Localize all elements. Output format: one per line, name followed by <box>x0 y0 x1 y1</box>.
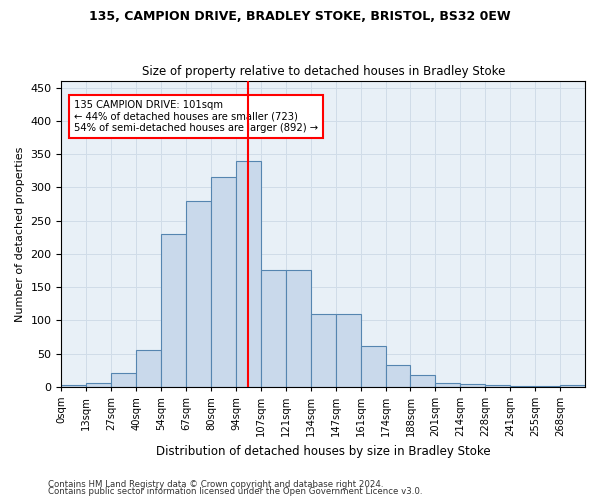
Text: 135, CAMPION DRIVE, BRADLEY STOKE, BRISTOL, BS32 0EW: 135, CAMPION DRIVE, BRADLEY STOKE, BRIST… <box>89 10 511 23</box>
Bar <box>286 270 311 387</box>
Bar <box>535 386 560 387</box>
Bar <box>386 366 410 387</box>
Bar <box>560 386 585 387</box>
Bar <box>335 314 361 387</box>
X-axis label: Distribution of detached houses by size in Bradley Stoke: Distribution of detached houses by size … <box>156 444 491 458</box>
Bar <box>460 384 485 387</box>
Bar <box>61 386 86 387</box>
Bar <box>111 374 136 387</box>
Text: Contains HM Land Registry data © Crown copyright and database right 2024.: Contains HM Land Registry data © Crown c… <box>48 480 383 489</box>
Bar <box>361 346 386 387</box>
Bar <box>510 386 535 387</box>
Text: Contains public sector information licensed under the Open Government Licence v3: Contains public sector information licen… <box>48 487 422 496</box>
Bar <box>161 234 186 387</box>
Bar <box>410 376 436 387</box>
Bar <box>236 161 261 387</box>
Title: Size of property relative to detached houses in Bradley Stoke: Size of property relative to detached ho… <box>142 66 505 78</box>
Bar <box>311 314 335 387</box>
Bar <box>261 270 286 387</box>
Bar <box>436 383 460 387</box>
Bar <box>86 384 111 387</box>
Bar <box>186 200 211 387</box>
Bar <box>136 350 161 387</box>
Text: 135 CAMPION DRIVE: 101sqm
← 44% of detached houses are smaller (723)
54% of semi: 135 CAMPION DRIVE: 101sqm ← 44% of detac… <box>74 100 318 133</box>
Bar <box>485 386 510 387</box>
Bar <box>211 178 236 387</box>
Y-axis label: Number of detached properties: Number of detached properties <box>15 146 25 322</box>
